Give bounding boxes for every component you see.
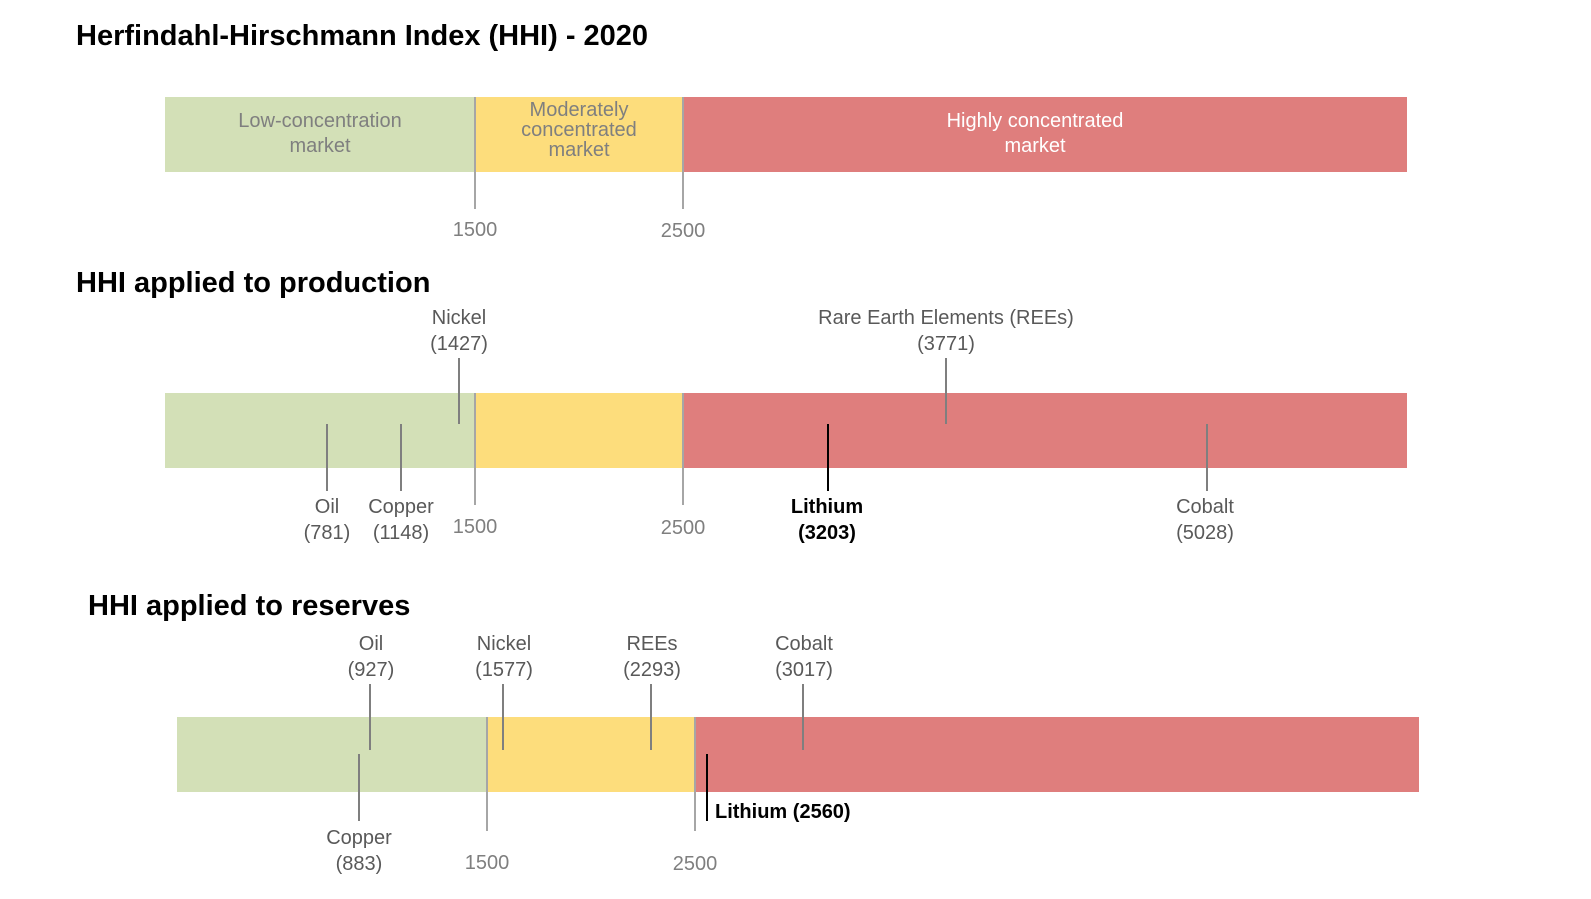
threshold-line-2500: [682, 97, 684, 209]
marker-label-nickel: Nickel (1577): [475, 633, 533, 681]
marker-line-copper: [358, 754, 360, 821]
threshold-tick-1500: 1500: [464, 852, 510, 874]
marker-label-oil: Oil (927): [347, 633, 395, 681]
zone-high: [695, 717, 1419, 792]
threshold-tick-2500: 2500: [660, 517, 706, 539]
zone-low: [165, 97, 475, 172]
production-heading: HHI applied to production: [76, 267, 431, 299]
marker-label-lithium: Lithium (2560): [715, 801, 851, 823]
marker-line-lithium: [827, 424, 829, 491]
zone-low: [177, 717, 487, 792]
threshold-tick-1500: 1500: [452, 516, 498, 538]
zone-moderate: [487, 717, 695, 792]
marker-label-copper: Copper (1148): [368, 496, 434, 544]
marker-line-oil: [369, 684, 371, 750]
zone-low-label: Low-concentration market: [238, 110, 402, 157]
marker-label-oil: Oil (781): [303, 496, 351, 544]
threshold-tick-2500: 2500: [672, 853, 718, 875]
page-title: Herfindahl-Hirschmann Index (HHI) - 2020: [76, 20, 649, 52]
marker-line-cobalt: [802, 684, 804, 750]
zone-moderate: [475, 97, 683, 172]
reserves-heading: HHI applied to reserves: [88, 590, 411, 622]
threshold-line-1500: [486, 717, 488, 831]
marker-line-copper: [400, 424, 402, 491]
marker-label-copper: Copper (883): [326, 827, 392, 875]
marker-line-nickel: [502, 684, 504, 750]
zone-moderate-label: Moderately concentrated market: [521, 99, 637, 161]
threshold-tick-2500: 2500: [660, 220, 706, 242]
zone-high-label: Highly concentrated market: [946, 110, 1124, 157]
marker-line-rees: [650, 684, 652, 750]
threshold-line-1500: [474, 97, 476, 209]
zone-low: [165, 393, 475, 468]
marker-line-cobalt: [1206, 424, 1208, 491]
threshold-line-1500: [474, 393, 476, 505]
threshold-line-2500: [694, 717, 696, 831]
threshold-tick-1500: 1500: [452, 219, 498, 241]
marker-label-rees: Rare Earth Elements (REEs) (3771): [818, 307, 1074, 355]
zone-high: [683, 97, 1407, 172]
marker-label-lithium: Lithium (3203): [790, 496, 864, 544]
zone-moderate: [475, 393, 683, 468]
marker-line-nickel: [458, 358, 460, 424]
marker-label-rees: REEs (2293): [623, 633, 681, 681]
marker-line-rees: [945, 358, 947, 424]
marker-label-cobalt: Cobalt (5028): [1176, 496, 1234, 544]
marker-line-oil: [326, 424, 328, 491]
marker-label-cobalt: Cobalt (3017): [775, 633, 833, 681]
threshold-line-2500: [682, 393, 684, 505]
zone-high: [683, 393, 1407, 468]
marker-label-nickel: Nickel (1427): [430, 307, 488, 355]
marker-line-lithium: [706, 754, 708, 821]
